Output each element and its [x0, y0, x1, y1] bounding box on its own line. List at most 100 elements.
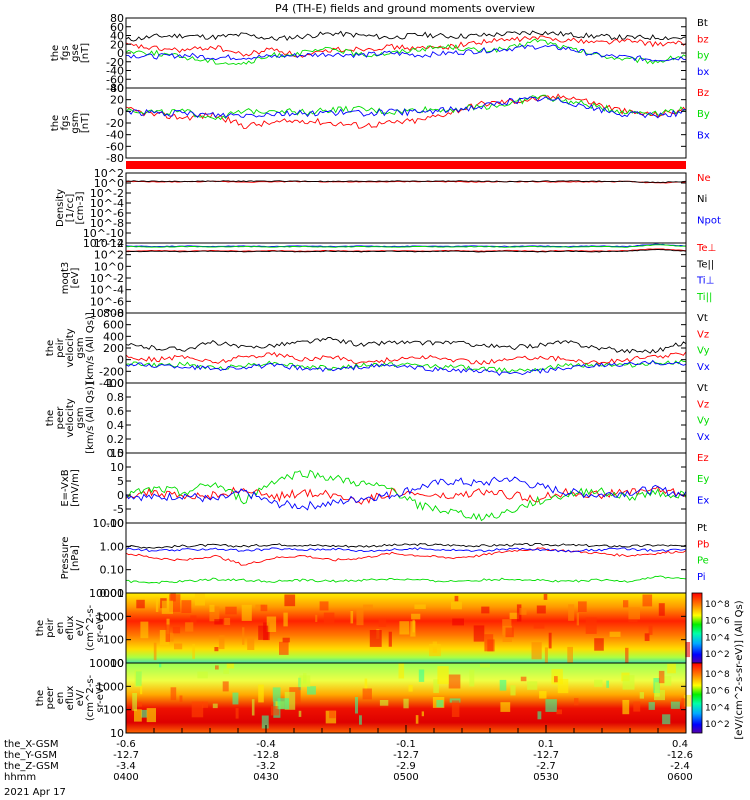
y-axis-label-line: [cm-3]	[75, 191, 86, 224]
heatmap-cell	[537, 711, 542, 720]
legend-te⊥: Te⊥	[696, 243, 716, 254]
y-tick-label: 400	[103, 330, 124, 343]
heatmap-cell	[266, 616, 277, 632]
series-line-ni	[125, 180, 687, 184]
y-tick-label: 10000	[89, 587, 124, 600]
y-axis-label-line: the	[45, 340, 56, 356]
heatmap-cell	[414, 604, 426, 609]
x-row-label-zgsm: the_Z-GSM	[4, 761, 59, 772]
y-tick-label: -80	[106, 152, 124, 165]
series-line-vt	[125, 337, 687, 354]
x-tick-zgsm: -3.4	[116, 761, 136, 772]
y-axis-label-line: the	[45, 410, 56, 426]
y-tick-label: 10000	[89, 657, 124, 670]
heatmap-cell	[539, 691, 547, 699]
y-tick-label: 1.00	[100, 540, 125, 553]
colorbar-tick-label: 10^4	[705, 633, 730, 643]
heatmap-cell	[644, 633, 650, 641]
series-line-te||	[126, 248, 687, 253]
legend-ti⊥: Ti⊥	[696, 276, 714, 287]
panel-fgs: 806040200-20-40-60-80thefgsgse[nT]Btbzby…	[50, 12, 709, 95]
heatmap-cell	[136, 599, 145, 609]
legend-pe: Pe	[697, 556, 709, 567]
legend-bz: Bz	[697, 88, 709, 99]
heatmap-cell	[628, 617, 638, 623]
heatmap-cell	[403, 698, 409, 709]
legend-vx: Vx	[697, 432, 710, 443]
heatmap-cell	[399, 621, 410, 635]
heatmap-cell	[251, 699, 255, 716]
y-tick-label: 10^0	[94, 260, 124, 273]
heatmap-cell	[369, 630, 382, 647]
heatmap-cell	[241, 604, 252, 621]
heatmap-cell	[202, 701, 208, 708]
heatmap-cell	[484, 634, 494, 652]
heatmap-cell	[214, 619, 223, 625]
heatmap-cell	[433, 679, 439, 693]
colorbar	[691, 592, 703, 664]
heatmap-cell	[642, 594, 653, 607]
y-tick-label: 20	[110, 94, 124, 107]
heatmap-cell	[169, 632, 174, 642]
heatmap-cell	[451, 700, 460, 717]
legend-vy: Vy	[697, 416, 710, 427]
series-line-ey	[125, 469, 687, 522]
heatmap-cell	[179, 695, 183, 702]
heatmap-cell	[307, 686, 316, 695]
x-row-label-xgsm: the_X-GSM	[4, 739, 58, 750]
heatmap-cell	[165, 624, 170, 642]
x-tick-4: 0.4 -12.6 -2.4 0600	[667, 739, 693, 783]
heatmap-cell	[505, 627, 514, 638]
heatmap-cell	[623, 600, 629, 608]
heatmap-cell	[388, 631, 392, 647]
heatmap-cell	[502, 619, 512, 636]
y-axis-label-line: en	[55, 622, 66, 635]
heatmap-cell	[670, 701, 680, 709]
heatmap-cell	[451, 601, 462, 610]
legend-ne: Ne	[697, 173, 711, 184]
y-axis-label: thefgsgsm[nT]	[50, 112, 91, 133]
series-line-by	[125, 94, 687, 121]
series-line-pt	[125, 542, 687, 549]
y-axis-label-line: Density	[55, 189, 66, 227]
y-axis-label: moqt3[eV]	[60, 262, 81, 295]
heatmap-cell	[315, 614, 318, 622]
y-axis-label-line: fgs	[60, 45, 71, 60]
y-tick-label: 60	[110, 21, 124, 34]
y-tick-label: -40	[106, 65, 124, 78]
x-tick-time: 0500	[393, 772, 418, 783]
legend-ex: Ex	[697, 495, 709, 506]
heatmap-cell	[298, 710, 302, 717]
y-axis-label-line: Pressure	[60, 537, 71, 580]
y-tick-label: 0	[117, 354, 124, 367]
legend-ti||: Ti||	[696, 292, 712, 303]
y-axis-label: thepeerenefluxeV/(cm^2-s-sr-eV)	[35, 674, 106, 721]
heatmap-cell	[622, 675, 635, 690]
y-axis-label-line: the	[50, 115, 61, 131]
y-axis-label-line: [mV/m]	[70, 469, 81, 507]
heatmap-cell	[194, 593, 205, 606]
y-tick-label: 0.0	[107, 447, 125, 460]
series-line-vx	[125, 359, 687, 377]
y-tick-label: 10^-4	[90, 284, 124, 297]
y-axis-label-line: the	[50, 45, 61, 61]
heatmap-cell	[185, 622, 194, 632]
x-tick-ygsm: -12.7	[533, 750, 559, 761]
colorbar-tick-label: 10^8	[705, 670, 730, 680]
y-tick-label: 0.01	[100, 587, 125, 600]
heatmap-cell	[454, 595, 459, 602]
heatmap-cell	[658, 670, 665, 684]
heatmap-cell	[282, 637, 290, 643]
y-tick-label: 10^-2	[90, 272, 124, 285]
heatmap-cell	[153, 642, 157, 661]
y-tick-label: 10^-4	[90, 197, 124, 210]
y-tick-label: -10	[106, 517, 124, 530]
series-line-pb	[125, 547, 687, 566]
legend-vz: Vz	[697, 329, 709, 340]
y-axis-label-line: eflux	[65, 686, 76, 711]
y-tick-label: 0	[117, 47, 124, 60]
legend-ez: Ez	[697, 453, 709, 464]
x-tick-xgsm: -0.4	[256, 739, 276, 750]
heatmap-cell	[448, 674, 461, 689]
y-tick-label: 10^-6	[90, 207, 124, 220]
